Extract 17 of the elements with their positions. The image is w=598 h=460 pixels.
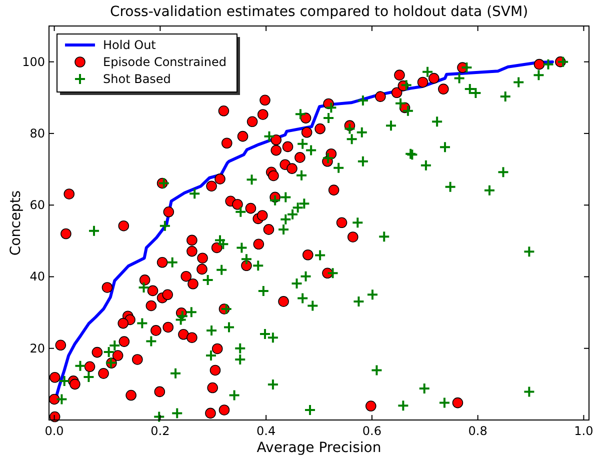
x-tick-label: 1.0 xyxy=(574,424,594,438)
y-axis-title: Concepts xyxy=(8,190,24,256)
y-tick-label: 80 xyxy=(30,126,45,140)
legend-label: Hold Out xyxy=(103,38,156,52)
legend-label: Episode Constrained xyxy=(103,55,226,69)
y-tick-label: 20 xyxy=(30,341,45,356)
legend-label: Shot Based xyxy=(103,72,171,86)
chart-title: Cross-validation estimates compared to holdout data (SVM) xyxy=(110,4,528,20)
x-tick-label: 0.6 xyxy=(362,424,382,438)
x-tick-label: 0.8 xyxy=(468,424,488,438)
y-tick-label: 40 xyxy=(30,270,45,284)
x-tick-label: 0.0 xyxy=(44,424,64,438)
x-tick-label: 0.2 xyxy=(150,424,170,438)
y-tick-label: 100 xyxy=(22,54,45,69)
x-tick-label: 0.4 xyxy=(256,424,276,438)
x-axis-title: Average Precision xyxy=(256,440,382,456)
y-tick-label: 60 xyxy=(30,198,45,212)
